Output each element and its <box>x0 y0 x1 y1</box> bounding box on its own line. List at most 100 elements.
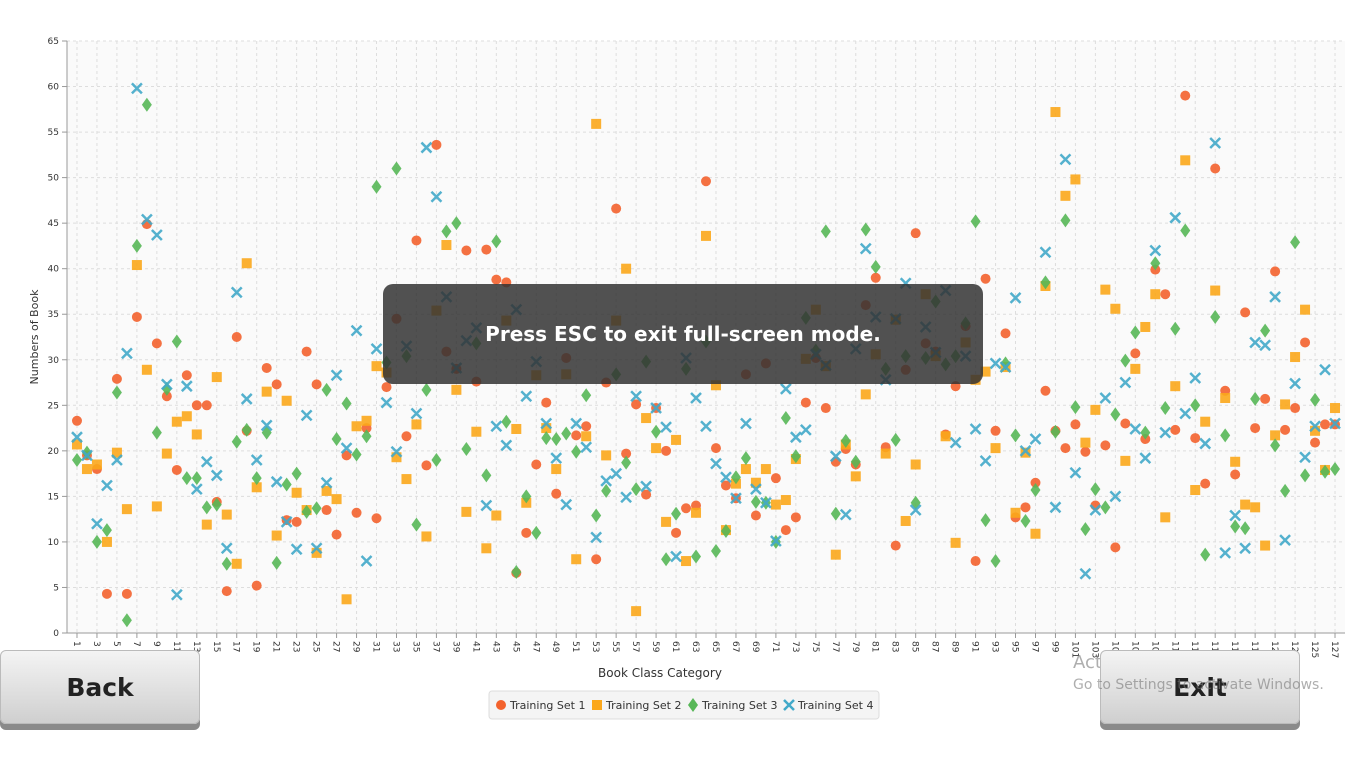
point <box>181 411 192 422</box>
point <box>381 382 392 393</box>
point <box>989 357 1002 370</box>
point <box>260 419 273 432</box>
point <box>1080 446 1091 457</box>
y-axis-label: Numbers of Book <box>28 289 41 385</box>
point <box>1040 275 1051 290</box>
point <box>200 455 213 468</box>
point <box>1050 424 1061 439</box>
point <box>221 586 232 597</box>
point <box>211 372 222 383</box>
y-tick-label: 50 <box>48 174 60 184</box>
y-tick-label: 20 <box>48 447 60 457</box>
point <box>1280 399 1291 410</box>
back-button[interactable]: Back <box>0 650 200 724</box>
x-tick-label: 117 <box>1229 641 1239 658</box>
point <box>660 421 672 434</box>
x-tick-label: 71 <box>770 641 780 652</box>
point <box>241 422 252 437</box>
point <box>321 382 332 397</box>
point <box>101 479 113 492</box>
point <box>331 432 342 447</box>
point <box>909 504 922 516</box>
point <box>571 444 582 459</box>
point <box>1230 469 1241 480</box>
point <box>611 203 622 214</box>
point <box>1249 336 1262 349</box>
point <box>271 379 282 390</box>
legend-label: Training Set 4 <box>797 699 873 712</box>
point <box>250 454 263 466</box>
x-tick-label: 123 <box>1289 641 1299 658</box>
point <box>241 258 252 269</box>
point <box>710 457 722 470</box>
point <box>1030 528 1041 539</box>
point <box>1329 417 1341 430</box>
point <box>1089 504 1102 516</box>
point <box>401 431 412 442</box>
point <box>240 393 253 405</box>
point <box>1110 542 1121 553</box>
point <box>870 259 881 274</box>
point <box>1250 391 1261 406</box>
point <box>81 449 93 462</box>
point <box>171 334 182 349</box>
point <box>340 442 353 454</box>
point <box>461 506 472 517</box>
point <box>691 549 702 564</box>
point <box>651 443 662 454</box>
point <box>461 245 472 256</box>
watermark-text: Go to Settings to activate Windows. <box>1073 677 1324 693</box>
exit-button[interactable]: Exit <box>1100 650 1300 724</box>
x-tick-label: 15 <box>211 641 221 652</box>
point <box>1119 376 1132 389</box>
point <box>171 464 182 475</box>
point <box>1260 323 1271 338</box>
point <box>1280 483 1291 498</box>
point <box>780 495 791 506</box>
point <box>641 413 652 424</box>
point <box>790 512 801 523</box>
x-axis-label: Book Class Category <box>598 666 722 680</box>
point <box>101 588 112 599</box>
point <box>201 400 212 411</box>
x-tick-label: 107 <box>1129 641 1139 658</box>
x-tick-label: 83 <box>890 641 900 652</box>
point <box>330 369 343 382</box>
point <box>320 476 333 489</box>
point <box>180 380 193 393</box>
point <box>1210 285 1221 296</box>
point <box>750 510 761 521</box>
point <box>661 516 672 527</box>
point <box>980 513 991 528</box>
point <box>990 443 1001 454</box>
point <box>730 492 742 505</box>
point <box>970 214 981 229</box>
point <box>740 451 751 466</box>
point <box>131 260 142 271</box>
point <box>1170 321 1181 336</box>
point <box>1019 444 1032 457</box>
point <box>211 497 222 512</box>
point <box>161 391 172 402</box>
y-tick-label: 5 <box>53 583 59 593</box>
point <box>780 411 791 426</box>
point <box>1240 307 1251 318</box>
point <box>111 454 123 466</box>
point <box>210 469 223 482</box>
x-tick-label: 31 <box>371 641 381 652</box>
point <box>839 508 852 521</box>
point <box>779 383 792 395</box>
point <box>491 510 502 521</box>
point <box>251 482 262 493</box>
point <box>1239 542 1252 555</box>
point <box>1169 211 1182 224</box>
point <box>431 139 442 150</box>
point <box>71 439 82 450</box>
point <box>360 555 373 567</box>
point <box>1099 392 1112 404</box>
x-tick-label: 49 <box>550 641 560 653</box>
point <box>1269 291 1281 303</box>
point <box>1109 490 1122 503</box>
point <box>1130 363 1141 374</box>
